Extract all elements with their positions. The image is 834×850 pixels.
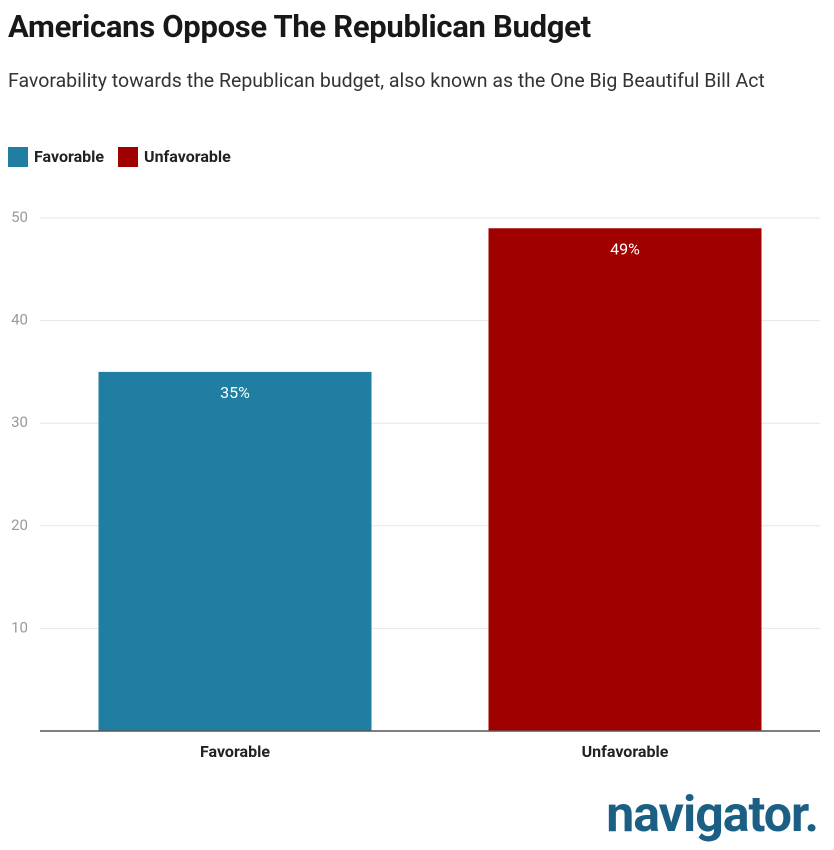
bar xyxy=(98,371,372,731)
legend-swatch xyxy=(118,147,139,167)
chart-subtitle: Favorability towards the Republican budg… xyxy=(8,69,765,92)
legend-swatch xyxy=(8,147,28,167)
legend-label: Favorable xyxy=(34,147,104,166)
x-tick-label: Unfavorable xyxy=(582,742,669,761)
logo: navigator. xyxy=(606,786,818,844)
chart-title: Americans Oppose The Republican Budget xyxy=(8,8,591,45)
y-tick-label: 30 xyxy=(11,413,28,431)
y-tick-label: 10 xyxy=(11,618,28,636)
y-tick-label: 50 xyxy=(11,208,28,226)
value-label: 49% xyxy=(610,239,640,258)
legend-label: Unfavorable xyxy=(144,147,231,166)
y-tick-label: 20 xyxy=(11,516,28,534)
value-label: 35% xyxy=(220,383,250,402)
x-tick-label: Favorable xyxy=(200,742,270,761)
y-tick-label: 40 xyxy=(11,311,28,329)
bar xyxy=(488,228,762,731)
